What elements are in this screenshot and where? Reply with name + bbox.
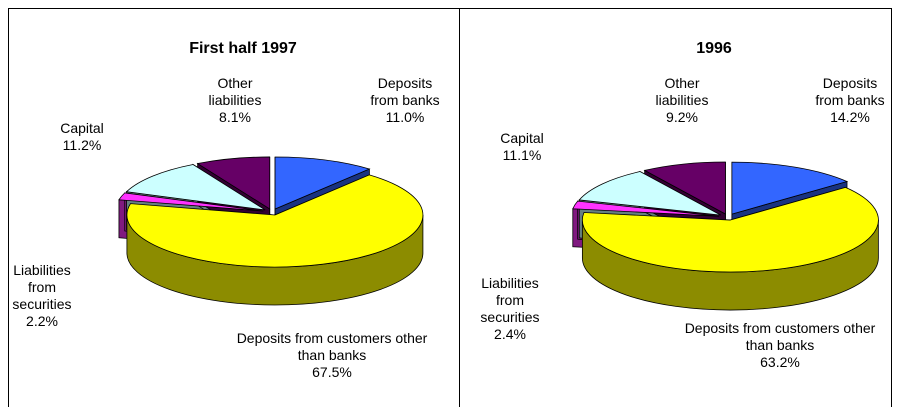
slice-label: Capital 11.2% [47,120,117,154]
slice [126,174,424,268]
value-label: 14.2% [830,109,870,125]
slice-label: Other liabilities 9.2% [642,75,722,126]
slice [731,161,849,215]
category-label: Deposits from banks [815,75,885,108]
slice-label: Capital 11.1% [487,130,557,164]
title-text: 1996 [696,40,732,57]
right-panel [459,8,892,407]
slice-label: Deposits from banks 14.2% [810,75,890,126]
slice-label: Liabilities from securities 2.4% [470,275,550,343]
slice [581,186,879,273]
slice [196,156,271,210]
slice-label: Other liabilities 8.1% [195,75,275,126]
slice [643,161,726,215]
chart-title: 1996 [696,40,732,58]
category-label: Capital [500,130,544,146]
value-label: 67.5% [312,364,352,380]
value-label: 9.2% [666,109,698,125]
category-label: Deposits from customers other than banks [236,330,428,363]
category-label: Liabilities from securities [12,262,72,312]
value-label: 2.4% [494,326,526,342]
category-label: Other liabilities [655,75,709,108]
value-label: 63.2% [760,354,800,370]
slice-label: Deposits from banks 11.0% [365,75,445,126]
value-label: 8.1% [219,109,251,125]
slice-label: Deposits from customers other than banks… [227,330,437,381]
chart-title: First half 1997 [189,40,297,58]
category-label: Deposits from banks [370,75,440,108]
value-label: 11.2% [62,137,102,153]
slice [125,164,266,211]
category-label: Liabilities from securities [480,275,540,325]
category-label: Deposits from customers other than banks [684,320,876,353]
title-text: First half 1997 [189,40,297,57]
slice [578,171,721,216]
slice [118,192,264,212]
slice [572,200,720,217]
slice-label: Deposits from customers other than banks… [675,320,885,371]
value-label: 11.1% [502,147,542,163]
category-label: Capital [60,120,104,136]
slice [274,156,371,210]
value-label: 2.2% [26,313,58,329]
value-label: 11.0% [385,109,425,125]
category-label: Other liabilities [208,75,262,108]
slice-label: Liabilities from securities 2.2% [2,262,82,330]
